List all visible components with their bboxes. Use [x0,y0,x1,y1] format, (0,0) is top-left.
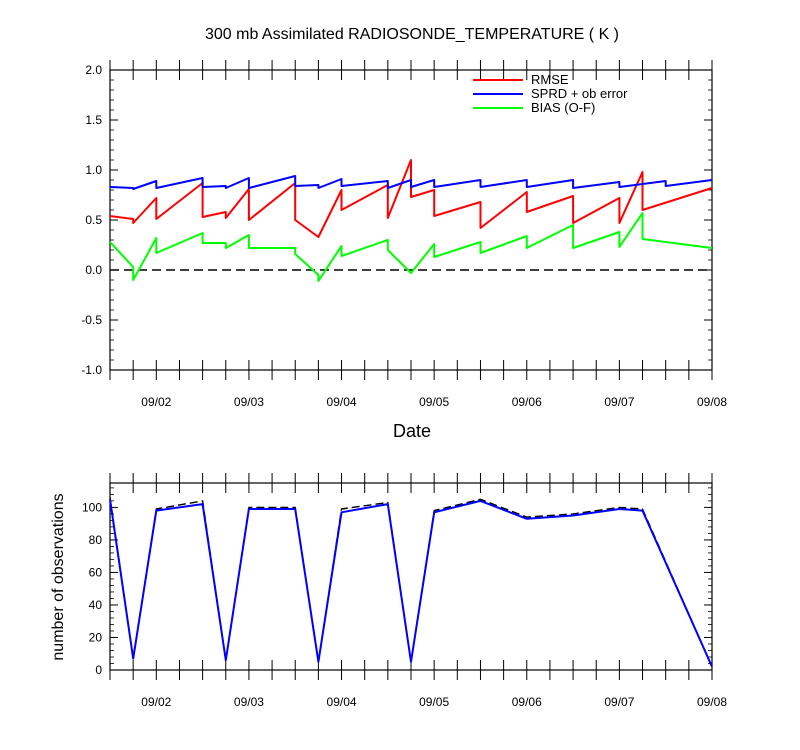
top-xtick-label: 09/03 [234,395,264,409]
top-series-bias-o-f [109,212,713,282]
top-ytick-label: 1.5 [85,113,102,127]
bottom-series [109,497,713,668]
bottom-xtick-label: 09/08 [697,695,727,709]
bottom-frame [109,482,713,671]
top-series-sprd-ob-error [109,175,713,190]
top-ytick-label: 0.5 [85,213,102,227]
top-ytick-label: -1.0 [81,363,102,377]
top-series [109,159,713,282]
bottom-xtick-label: 09/04 [327,695,357,709]
bottom-ytick-label: 80 [89,533,103,547]
top-xtick-label: 09/08 [697,395,727,409]
top-xtick-label: 09/06 [512,395,542,409]
top-ytick-label: 1.0 [85,163,102,177]
bottom-ytick-label: 40 [89,598,103,612]
top-xtick-label: 09/07 [604,395,634,409]
legend-label: RMSE [531,72,569,87]
bottom-xtick-label: 09/06 [512,695,542,709]
top-ytick-label: 2.0 [85,63,102,77]
chart-title: 300 mb Assimilated RADIOSONDE_TEMPERATUR… [205,26,619,43]
top-xtick-label: 09/04 [327,395,357,409]
bottom-xtick-label: 09/03 [234,695,264,709]
top-ytick-label: 0.0 [85,263,102,277]
bottom-xtick-label: 09/05 [419,695,449,709]
top-ytick-label: -0.5 [81,313,102,327]
legend-label: BIAS (O-F) [531,100,595,115]
bottom-series-observations-used [109,499,713,668]
y-axis-label-observations: number of observations [50,493,67,660]
bottom-xtick-label: 09/07 [604,695,634,709]
bottom-axes: 0 20 40 60 80 100 09/02 09/03 09/04 09/05 09/06 09/… [82,473,727,709]
legend-label: SPRD + ob error [531,86,628,101]
bottom-series-observations-possible [109,497,713,667]
bottom-ytick-label: 20 [89,630,103,644]
top-xtick-label: 09/05 [419,395,449,409]
top-axes: -1.0 -0.5 0.0 0.5 1.0 1.5 2.0 09/02 09/03 09/04 09… [81,60,727,409]
bottom-ytick-label: 0 [95,663,102,677]
top-xtick-label: 09/02 [141,395,171,409]
bottom-ytick-label: 60 [89,565,103,579]
bottom-xtick-label: 09/02 [141,695,171,709]
top-series-rmse [109,159,713,238]
x-axis-label: Date [393,421,431,441]
bottom-ytick-label: 100 [82,500,102,514]
